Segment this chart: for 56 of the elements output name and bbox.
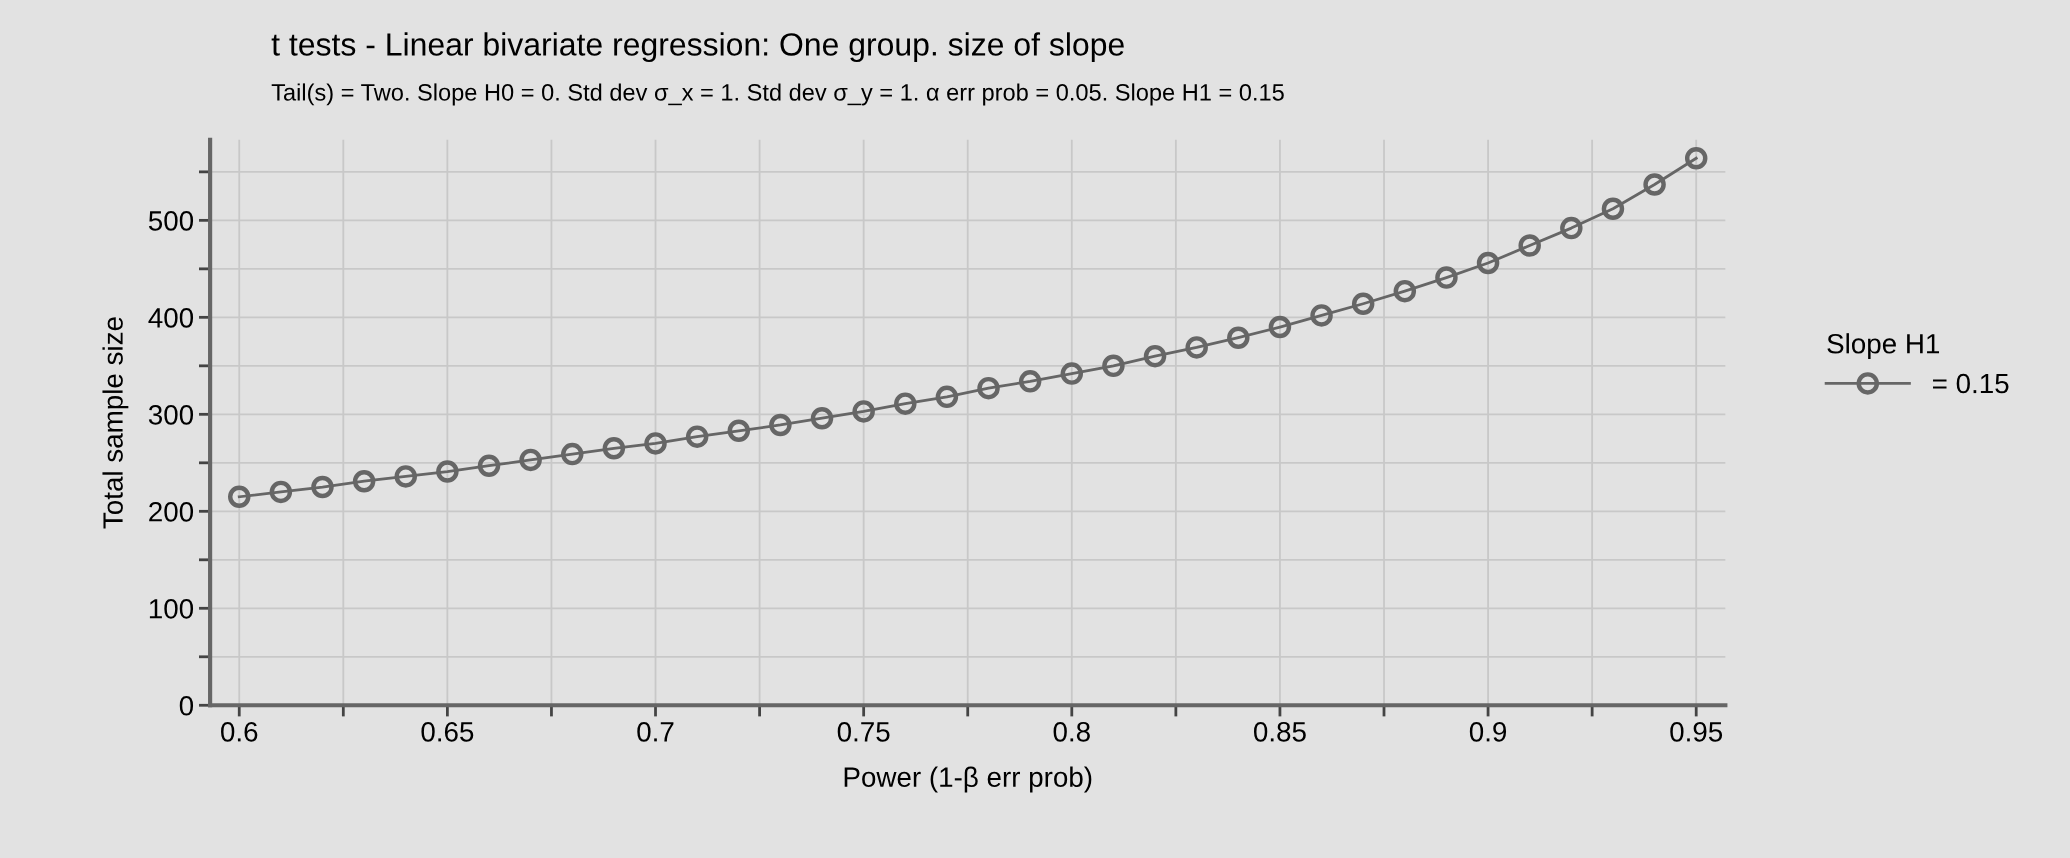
x-tick-label: 0.65: [421, 721, 474, 742]
point: [311, 475, 334, 499]
point: [1684, 147, 1708, 170]
point: [810, 406, 834, 430]
point: [228, 485, 251, 509]
y-tick-label: 400: [148, 308, 194, 328]
point: [477, 454, 501, 477]
point: [977, 376, 1000, 400]
point: [1351, 292, 1375, 316]
point: [727, 419, 751, 443]
y-tick-label: 100: [149, 598, 194, 619]
point: [852, 400, 875, 423]
point: [685, 425, 709, 448]
point: [1018, 370, 1042, 393]
x-tick-label: 0.85: [1253, 721, 1306, 742]
x-tick-label: 0.8: [1053, 721, 1090, 742]
x-tick-label: 0.6: [221, 721, 258, 742]
x-axis-title: Power (1-β err prob): [844, 766, 1092, 793]
point: [1518, 234, 1541, 257]
point: [1143, 344, 1167, 368]
legend-label: = 0.15: [1933, 373, 2009, 394]
point: [644, 432, 667, 455]
y-tick-label: 300: [148, 404, 194, 425]
point: [894, 392, 917, 415]
point: [1310, 304, 1333, 327]
point: [561, 442, 584, 466]
point: [436, 460, 459, 483]
x-tick-label: 0.75: [837, 721, 890, 742]
chart-title: t tests - Linear bivariate regression: One group. size of slope: [271, 32, 1124, 63]
y-axis-title: Total sample size: [102, 317, 129, 529]
y-tick-label: 0: [179, 695, 194, 716]
x-tick-label: 0.95: [1670, 721, 1723, 742]
point: [1560, 216, 1583, 240]
point: [1185, 336, 1208, 359]
point: [1102, 354, 1125, 378]
point: [269, 480, 293, 504]
point: [1643, 173, 1666, 196]
point: [519, 448, 542, 472]
y-tick-label: 500: [148, 211, 194, 231]
point: [394, 465, 417, 488]
point: [1268, 315, 1292, 339]
legend-title: Slope H1: [1827, 333, 1940, 360]
x-tick-label: 0.9: [1469, 721, 1507, 742]
point: [352, 469, 376, 493]
point: [1476, 251, 1500, 275]
point: [935, 385, 959, 409]
x-tick-label: 0.7: [637, 721, 674, 742]
point: [1601, 197, 1625, 220]
point: [602, 437, 626, 460]
point: [769, 413, 792, 437]
point: [1227, 326, 1250, 349]
point: [1393, 279, 1417, 303]
point: [1435, 266, 1458, 289]
chart-subtitle: Tail(s) = Two. Slope H0 = 0. Std dev σ_x = 1. Std dev σ_y = 1. α err prob = 0.05. Slope H1 = 0.15: [271, 83, 1284, 106]
point: [1060, 362, 1084, 385]
y-tick-label: 200: [149, 501, 194, 522]
